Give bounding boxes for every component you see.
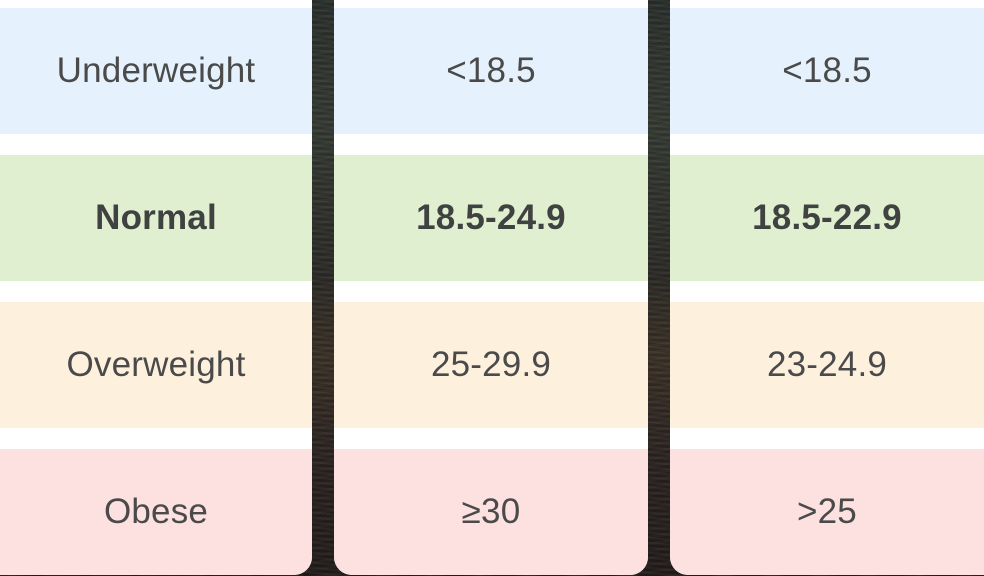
range-column-a: <18.5 18.5-24.9 25-29.9 ≥30 (334, 0, 648, 575)
category-column: Underweight Normal Overweight Obese (0, 0, 312, 575)
range-value: <18.5 (782, 51, 872, 90)
cell-underweight-range-b: <18.5 (670, 8, 984, 134)
cell-normal-category: Normal (0, 155, 312, 281)
cell-underweight-category: Underweight (0, 8, 312, 134)
range-value: 25-29.9 (430, 345, 552, 384)
cell-normal-range-a: 18.5-24.9 (334, 155, 648, 281)
range-value: 18.5-24.9 (416, 198, 566, 237)
category-label: Overweight (66, 345, 246, 384)
cell-overweight-category: Overweight (0, 302, 312, 428)
category-label: Underweight (56, 51, 256, 90)
cell-normal-range-b: 18.5-22.9 (670, 155, 984, 281)
range-value: 18.5-22.9 (752, 198, 902, 237)
cell-underweight-range-a: <18.5 (334, 8, 648, 134)
cell-overweight-range-a: 25-29.9 (334, 302, 648, 428)
cell-obese-range-b: >25 (670, 449, 984, 575)
range-value: ≥30 (461, 492, 521, 531)
cell-overweight-range-b: 23-24.9 (670, 302, 984, 428)
category-label: Obese (103, 492, 209, 531)
range-value: 23-24.9 (766, 345, 888, 384)
range-value: >25 (797, 492, 857, 531)
cell-obese-category: Obese (0, 449, 312, 575)
cell-obese-range-a: ≥30 (334, 449, 648, 575)
range-column-b: <18.5 18.5-22.9 23-24.9 >25 (670, 0, 984, 575)
category-label: Normal (95, 198, 217, 237)
range-value: <18.5 (446, 51, 536, 90)
